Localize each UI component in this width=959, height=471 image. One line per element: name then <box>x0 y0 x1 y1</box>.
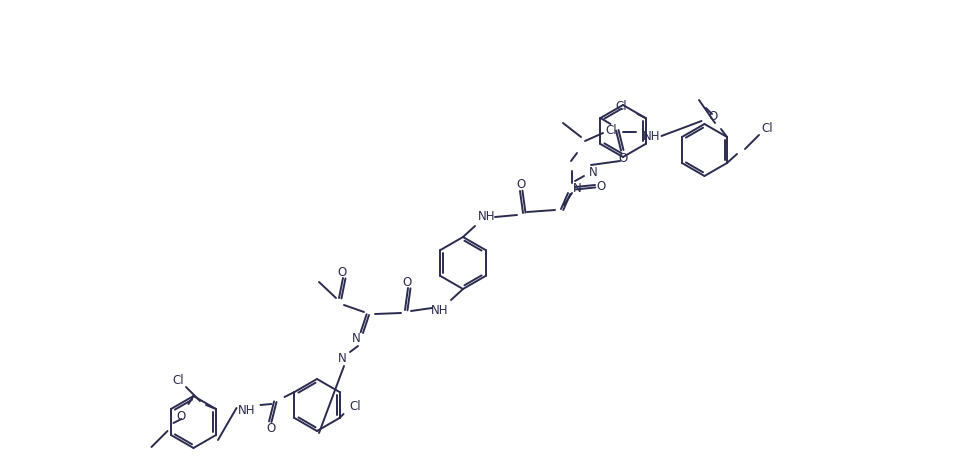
Text: N: N <box>352 333 361 346</box>
Text: N: N <box>589 167 597 179</box>
Text: Cl: Cl <box>761 122 773 136</box>
Text: O: O <box>709 111 717 123</box>
Text: O: O <box>403 276 411 289</box>
Text: NH: NH <box>238 404 255 416</box>
Text: Cl: Cl <box>616 99 627 113</box>
Text: O: O <box>596 179 606 193</box>
Text: O: O <box>338 266 346 278</box>
Text: O: O <box>267 422 276 436</box>
Text: NH: NH <box>643 130 660 144</box>
Text: Cl: Cl <box>173 374 184 388</box>
Text: Cl: Cl <box>605 124 617 138</box>
Text: O: O <box>516 179 526 192</box>
Text: NH: NH <box>432 303 449 317</box>
Text: NH: NH <box>479 210 496 222</box>
Text: N: N <box>573 182 581 195</box>
Text: N: N <box>338 352 346 365</box>
Text: O: O <box>176 409 186 422</box>
Text: O: O <box>619 152 628 164</box>
Text: Cl: Cl <box>350 399 362 413</box>
